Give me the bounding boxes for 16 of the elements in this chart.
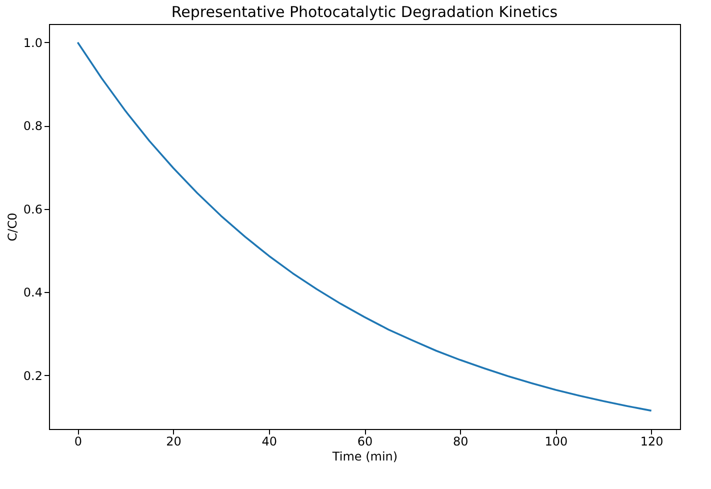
x-axis-title: Time (min) — [331, 450, 398, 464]
x-tick-label: 60 — [357, 434, 373, 448]
y-axis-title: C/C0 — [5, 212, 20, 242]
y-tick-label: 0.2 — [23, 368, 42, 383]
y-tick-label: 0.4 — [23, 286, 42, 300]
x-tick-label: 40 — [262, 434, 278, 448]
y-tick-label: 1.0 — [23, 36, 42, 50]
y-tick-label: 0.6 — [23, 202, 42, 216]
line-series — [76, 41, 652, 412]
x-tick-label: 0 — [74, 434, 82, 448]
x-tick-label: 80 — [452, 434, 468, 448]
x-tick-label: 100 — [544, 434, 568, 448]
y-tick-label: 0.8 — [23, 119, 42, 134]
x-tick-label: 120 — [640, 434, 664, 448]
x-tick-label: 20 — [166, 434, 182, 448]
chart-title: Representative Photocatalytic Degradation Kinetics — [171, 3, 558, 21]
